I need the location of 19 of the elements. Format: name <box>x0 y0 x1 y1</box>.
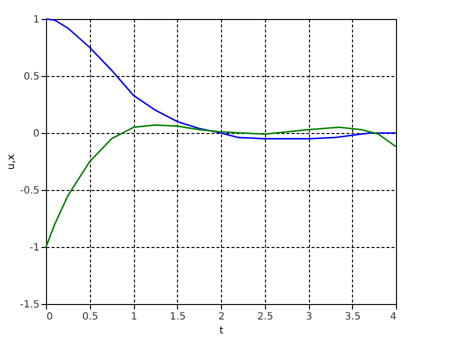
line-series <box>45 18 397 140</box>
x-tick-label: 2 <box>218 312 225 322</box>
y-tick-label: 0.5 <box>24 72 40 82</box>
y-tick-label: -1 <box>30 242 40 254</box>
line-series <box>45 124 397 248</box>
x-tick-label: 1.5 <box>170 312 186 322</box>
x-tick-label: 3.5 <box>344 312 361 322</box>
x-tick-label: 0.5 <box>82 312 98 322</box>
y-axis-title: u,x <box>6 154 17 170</box>
x-axis-title: t <box>220 326 224 336</box>
x-tick-label: 4 <box>390 312 396 322</box>
x-tick-label: 3 <box>306 312 312 322</box>
x-tick-label: 0 <box>46 312 53 322</box>
y-tick-label: -0.5 <box>20 186 40 196</box>
x-tick-label: 2.5 <box>257 312 274 322</box>
y-tick-label: -1.5 <box>20 300 40 310</box>
y-tick-label: 0 <box>33 128 40 140</box>
y-tick-label: 1 <box>33 14 40 26</box>
x-tick-label: 1 <box>130 312 138 322</box>
